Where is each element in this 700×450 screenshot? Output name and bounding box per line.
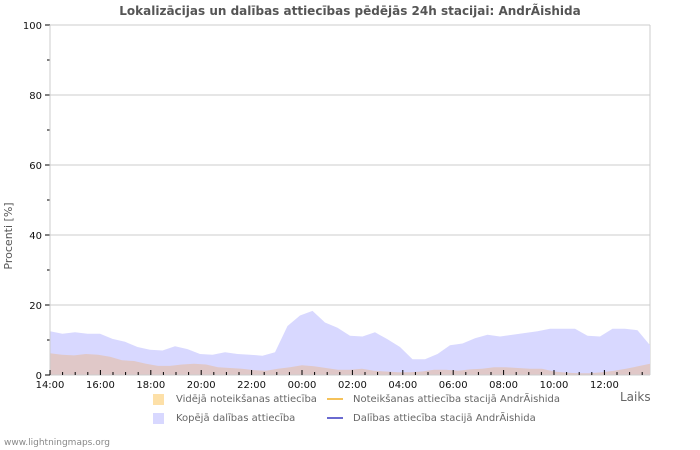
y-tick-label: 20 [29, 301, 42, 312]
legend-item-station-participation: Dalības attiecība stacijā AndrÃishida [327, 412, 536, 426]
data-areas [50, 310, 650, 375]
x-tick-label: 22:00 [237, 380, 266, 391]
legend-label: Vidējā noteikšanas attiecība [176, 394, 317, 405]
x-tick-label: 14:00 [36, 380, 65, 391]
y-tick-label: 60 [29, 161, 42, 172]
grid-lines [50, 24, 651, 375]
y-axis-title: Procenti [%] [2, 202, 15, 269]
y-tick-label: 80 [29, 91, 42, 102]
legend-swatch-line [327, 417, 343, 419]
x-tick-label: 18:00 [136, 380, 165, 391]
x-axis-title: Laiks [620, 390, 651, 404]
y-tick-label: 100 [23, 21, 42, 32]
legend-label: Kopējā dalības attiecība [176, 413, 296, 424]
x-tick-label: 12:00 [590, 380, 619, 391]
chart-title: Lokalizācijas un dalības attiecības pēdē… [119, 4, 581, 18]
axes: 0 20 40 60 80 100 14:00 16:00 18:00 20:00 22:00 00:… [23, 21, 650, 391]
legend-swatch-line [327, 398, 343, 400]
y-tick-label: 40 [29, 231, 42, 242]
legend-item-station-detection: Noteikšanas attiecība stacijā AndrÃishid… [327, 393, 560, 407]
legend-swatch-box [153, 393, 164, 405]
legend-label: Dalības attiecība stacijā AndrÃishida [353, 413, 536, 424]
legend-item-total-participation: Kopējā dalības attiecība [153, 412, 295, 426]
footer-credit: www.lightningmaps.org [4, 438, 110, 448]
x-tick-label: 00:00 [288, 380, 317, 391]
legend-item-avg-detection: Vidējā noteikšanas attiecība [153, 393, 317, 407]
legend-swatch-box [153, 412, 164, 424]
x-tick-label: 10:00 [540, 380, 569, 391]
x-tick-label: 20:00 [187, 380, 216, 391]
x-tick-label: 04:00 [388, 380, 417, 391]
x-tick-label: 06:00 [439, 380, 468, 391]
legend-label: Noteikšanas attiecība stacijā AndrÃishid… [353, 394, 560, 405]
x-tick-label: 16:00 [86, 380, 115, 391]
y-tick-label: 0 [36, 371, 42, 382]
x-tick-label: 02:00 [338, 380, 367, 391]
x-tick-label: 08:00 [489, 380, 518, 391]
